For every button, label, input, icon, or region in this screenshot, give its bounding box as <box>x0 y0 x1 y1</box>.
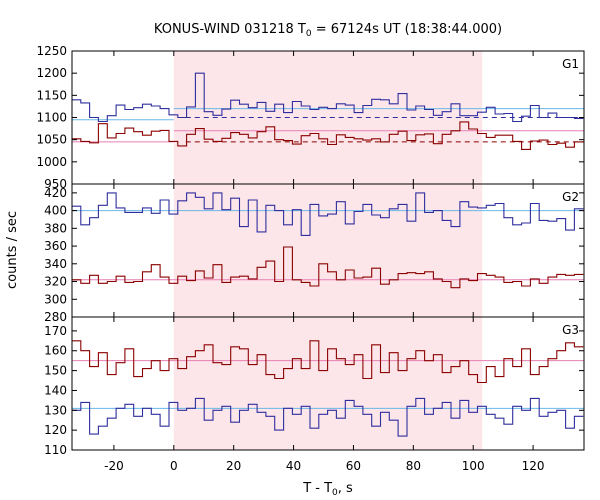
x-tick-label: 80 <box>406 459 421 473</box>
light-curves <box>72 72 584 437</box>
series-red-g3 <box>72 340 584 384</box>
series-red-g2 <box>72 246 584 289</box>
y-tick-label: 400 <box>44 204 67 218</box>
y-axis-label: counts / sec <box>5 211 20 289</box>
y-tick-label: 1200 <box>36 66 67 80</box>
x-tick-label: 40 <box>286 459 301 473</box>
x-axis-label: T - T0, s <box>302 481 353 498</box>
x-tick-label: 60 <box>346 459 361 473</box>
interval-shading <box>173 51 483 450</box>
y-tick-label: 420 <box>44 186 67 200</box>
interval-band-g1 <box>173 51 483 184</box>
chart-title: KONUS-WIND 031218 T0 = 67124s UT (18:38:… <box>154 22 502 39</box>
y-tick-label: 1100 <box>36 111 67 125</box>
panel-label-g2: G2 <box>562 190 579 204</box>
series-blue-g1 <box>72 72 584 123</box>
x-tick-label: 120 <box>522 459 545 473</box>
y-tick-label: 340 <box>44 257 67 271</box>
interval-band-g3 <box>173 317 483 450</box>
y-tick-label: 170 <box>44 324 67 338</box>
y-tick-label: 1150 <box>36 88 67 102</box>
panel-label-g1: G1 <box>562 57 579 71</box>
y-tick-label: 950 <box>44 177 67 191</box>
y-tick-label: 360 <box>44 239 67 253</box>
y-tick-label: 110 <box>44 443 67 457</box>
y-tick-label: 320 <box>44 275 67 289</box>
y-tick-label: 130 <box>44 403 67 417</box>
y-tick-label: 1000 <box>36 155 67 169</box>
y-tick-label: 120 <box>44 423 67 437</box>
series-blue-g2 <box>72 192 584 236</box>
series-blue-g3 <box>72 397 584 437</box>
interval-band-g2 <box>173 184 483 317</box>
y-tick-label: 1050 <box>36 133 67 147</box>
y-tick-label: 140 <box>44 383 67 397</box>
panel-frames: 950100010501100115012001250G128030032034… <box>36 44 585 473</box>
panel-label-g3: G3 <box>562 323 579 337</box>
y-tick-label: 280 <box>44 310 67 324</box>
y-tick-label: 160 <box>44 344 67 358</box>
y-tick-label: 300 <box>44 292 67 306</box>
x-tick-label: -20 <box>104 459 124 473</box>
x-tick-label: 100 <box>462 459 485 473</box>
y-tick-label: 1250 <box>36 44 67 58</box>
x-tick-label: 20 <box>226 459 241 473</box>
y-tick-label: 150 <box>44 364 67 378</box>
x-tick-label: 0 <box>170 459 178 473</box>
y-tick-label: 380 <box>44 221 67 235</box>
panel-frame-g3 <box>71 316 585 451</box>
series-red-g1 <box>72 121 584 150</box>
